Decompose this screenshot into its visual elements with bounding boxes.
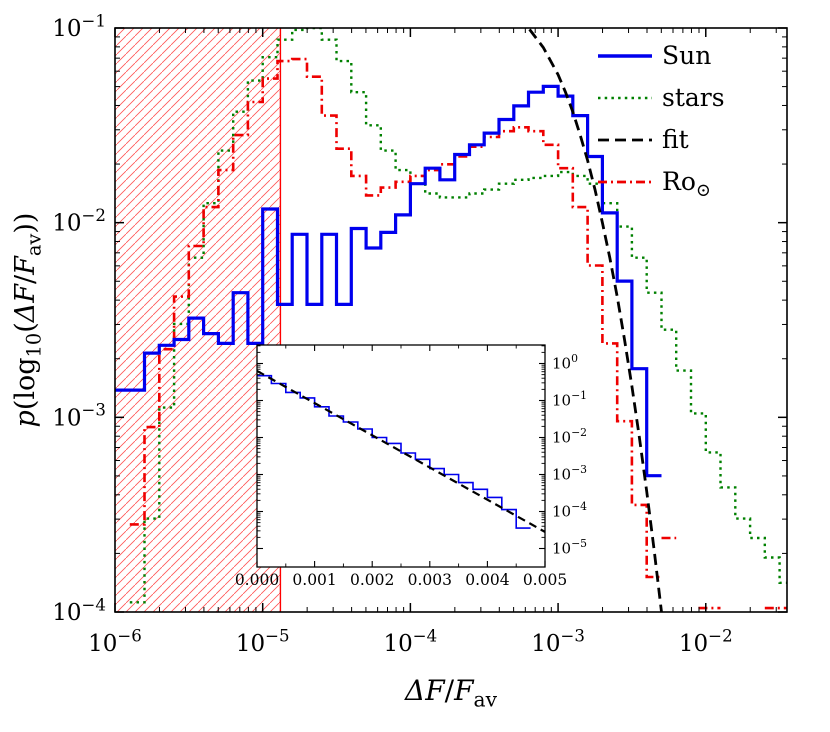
series-ro-line [129, 57, 662, 579]
y-axis-label: p(log10(ΔF/Fav)) [10, 213, 45, 428]
inset-x-tick-label: 0.004 [465, 571, 510, 589]
x-axis-label: ΔF/Fav [404, 674, 498, 712]
legend-label-fit: fit [662, 125, 689, 154]
main-axes-frame [114, 27, 788, 613]
inset-y-tick-label: 10−4 [552, 500, 587, 520]
y-tick-label: 10−1 [52, 11, 106, 42]
y-tick-label: 10−2 [52, 206, 106, 237]
inset-y-tick-label: 10−5 [552, 537, 587, 557]
inset-x-tick-label: 0.005 [523, 571, 567, 589]
legend-label-stars: stars [662, 83, 725, 112]
main-ticklabels-group: 10−6 10−5 10−4 10−3 10−2 10−1 10−2 10−3 10−4 [52, 11, 732, 657]
inset-x-tick-label: 0.002 [350, 571, 394, 589]
inset-y-tick-label: 10−1 [552, 389, 587, 409]
inset-ticklabels-group: 0.000 0.001 0.002 0.003 0.004 0.005 100 10−1 10−… [235, 352, 587, 589]
inset-y-tick-label: 100 [552, 352, 578, 372]
inset-y-tick-label: 10−3 [552, 463, 587, 483]
legend-label-ro: Ro⊙ [662, 167, 711, 201]
x-tick-label: 10−6 [88, 626, 142, 657]
series-fit-line [526, 28, 663, 612]
x-tick-label: 10−4 [384, 626, 438, 657]
x-tick-label: 10−3 [531, 626, 585, 657]
y-tick-label: 10−4 [52, 595, 106, 626]
hatched-exclusion-region [115, 28, 281, 612]
legend-label-sun: Sun [662, 41, 711, 70]
y-tick-label: 10−3 [52, 401, 106, 432]
main-series-group [115, 28, 787, 612]
inset-fit-line [257, 369, 545, 533]
x-tick-label: 10−2 [679, 626, 733, 657]
inset-axes: 0.000 0.001 0.002 0.003 0.004 0.005 100 10−1 10−… [235, 344, 587, 589]
main-ticks-group [114, 27, 787, 613]
inset-data-line [257, 374, 531, 529]
series-sun-line [115, 84, 662, 478]
inset-x-tick-label: 0.003 [408, 571, 452, 589]
inset-series-group [257, 369, 545, 533]
inset-x-tick-label: 0.000 [235, 571, 279, 589]
series-stars-line [129, 28, 787, 604]
inset-ticks-group [256, 345, 546, 567]
x-tick-label: 10−5 [236, 626, 290, 657]
legend: Sun stars fit Ro⊙ [598, 41, 725, 201]
inset-x-tick-label: 0.001 [292, 571, 336, 589]
inset-background [257, 345, 545, 567]
inset-y-tick-label: 10−2 [552, 426, 587, 446]
